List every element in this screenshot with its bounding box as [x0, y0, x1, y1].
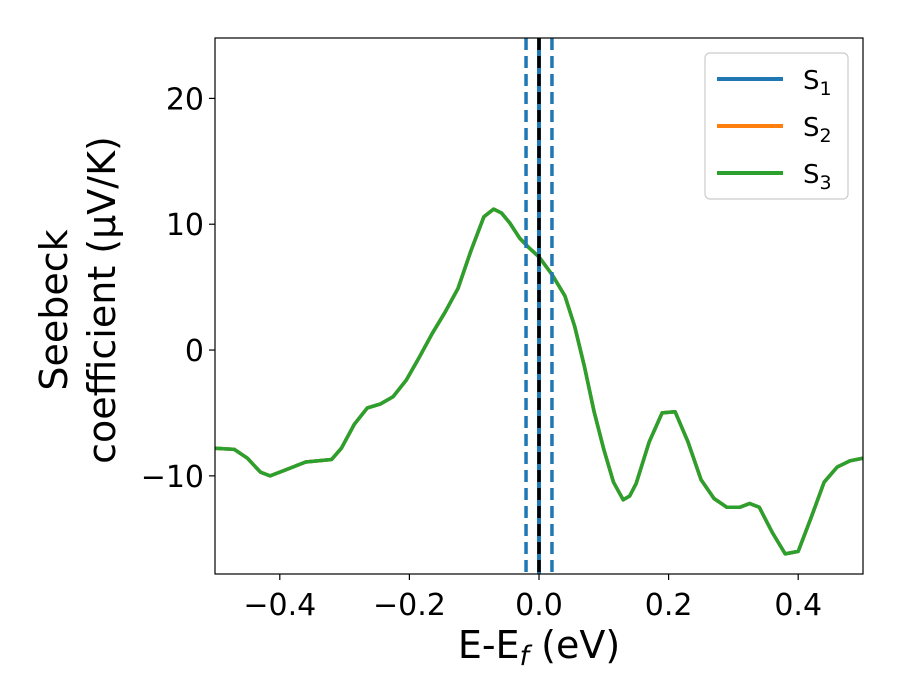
plot-marks [215, 38, 863, 574]
x-tick-label: −0.4 [243, 588, 316, 623]
x-tick-label: 0.4 [774, 588, 822, 623]
y-axis-label-line1: Seebeck [32, 229, 76, 390]
legend-label-s3: S3 [803, 160, 832, 194]
legend-label-s2: S2 [803, 113, 832, 147]
legend-label-s1: S1 [803, 66, 832, 100]
y-axis-label-line2: coefficient (μV/K) [80, 136, 124, 464]
x-tick-label: 0.0 [515, 588, 563, 623]
y-tick-label: 20 [166, 82, 204, 117]
x-tick-label: −0.2 [373, 588, 446, 623]
y-tick-label: 0 [185, 334, 204, 369]
legend: S1 S2 S3 [704, 52, 849, 200]
x-tick-label: 0.2 [645, 588, 693, 623]
y-tick-label: −10 [141, 460, 204, 495]
x-axis-label: E-Ef (eV) [458, 623, 620, 672]
axis-ticks: −0.4 −0.2 0.0 0.2 0.4 −10 0 10 20 [141, 82, 822, 623]
y-tick-label: 10 [166, 208, 204, 243]
